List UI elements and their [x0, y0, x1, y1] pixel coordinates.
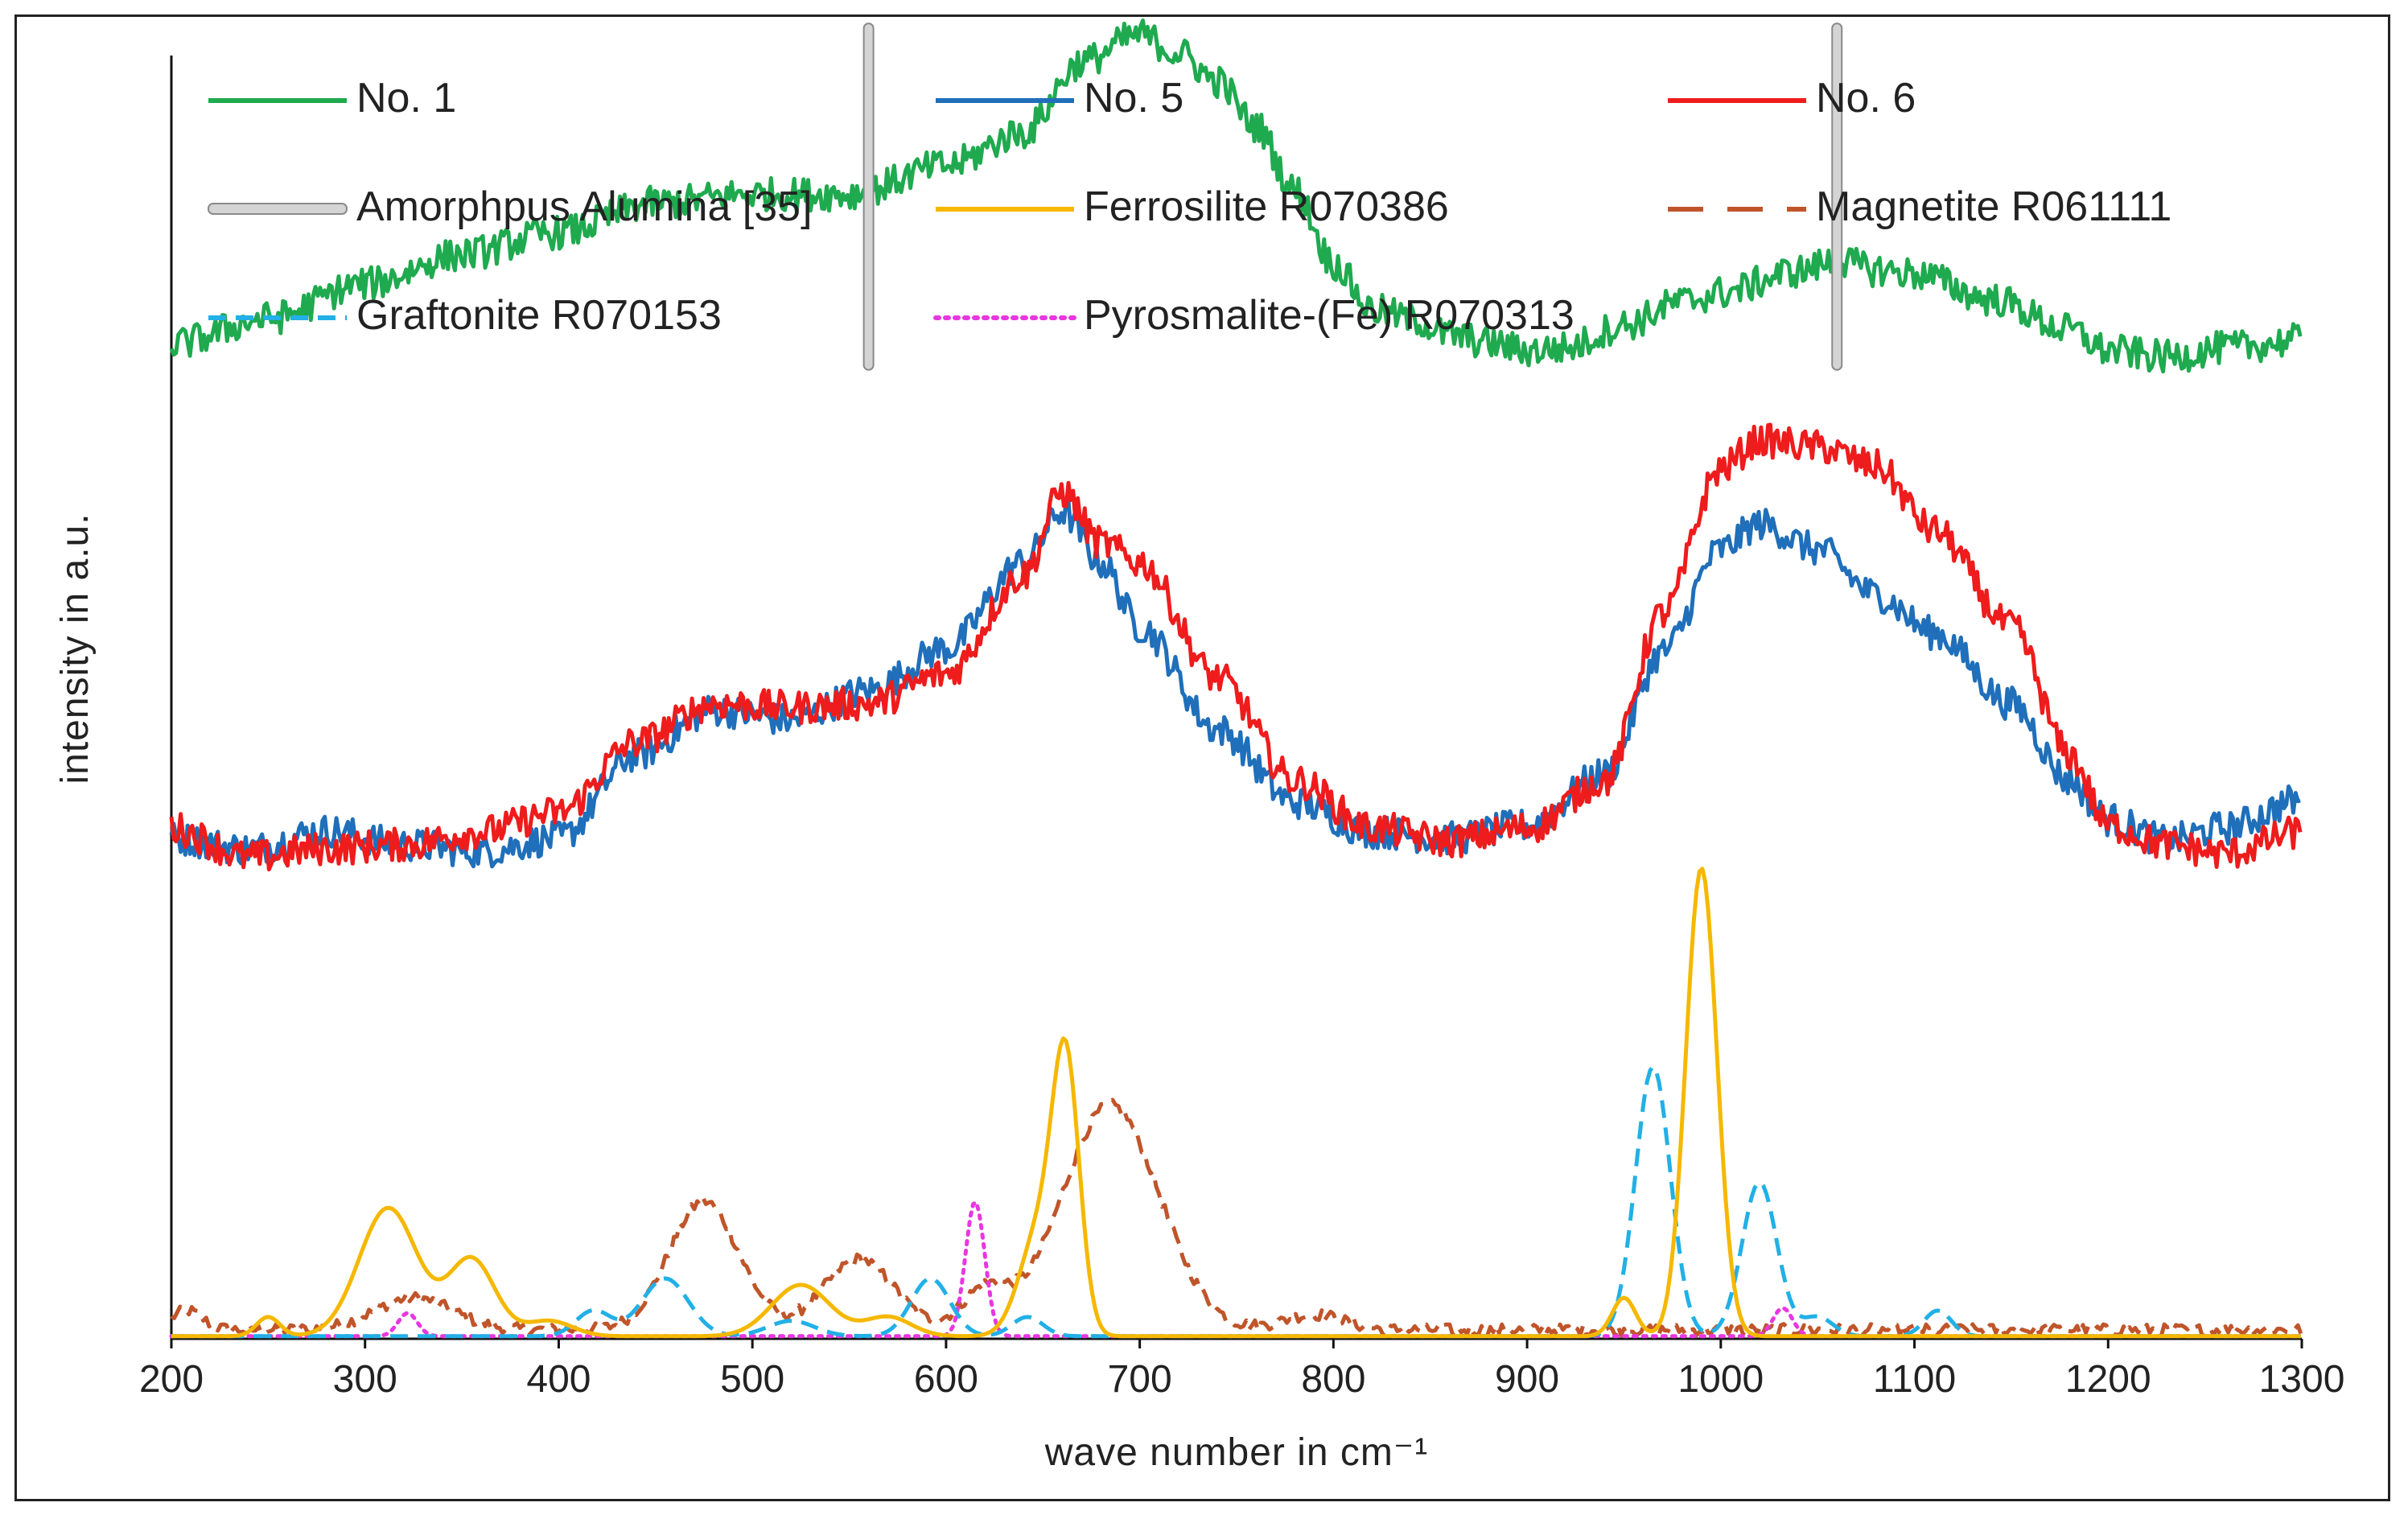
series-no-1	[169, 19, 2303, 374]
legend-item: Graftonite R070153	[208, 292, 722, 339]
series-graftonite-r070153	[171, 1064, 2301, 1339]
legend-item: Magnetite R061111	[1668, 183, 2171, 230]
legend-item: No. 1	[208, 75, 456, 121]
y-axis-title: intensity in a.u.	[54, 513, 97, 784]
legend-item: Ferrosilite R070386	[936, 183, 1449, 230]
series-amorphpus-alumina-35-marker	[862, 23, 875, 371]
x-tick-label: 600	[914, 1358, 978, 1401]
legend-item: No. 6	[1668, 75, 1916, 121]
series-no-5	[169, 498, 2301, 869]
series-layer	[169, 19, 2303, 1339]
x-tick-label: 300	[333, 1358, 397, 1401]
legend-label: No. 1	[356, 75, 456, 121]
legend-item: No. 5	[936, 75, 1183, 121]
x-tick-label: 1100	[1873, 1358, 1956, 1401]
x-tick-label: 1200	[2065, 1358, 2151, 1401]
legend-label: No. 6	[1816, 75, 1916, 121]
series-magnetite-r061111	[170, 1097, 2303, 1338]
x-axis-title: wave number in cm⁻¹	[1044, 1431, 1428, 1474]
legend-label: Pyrosmalite-(Fe) R070313	[1084, 292, 1574, 339]
legend-label: Amorphpus Alumina [35]	[356, 183, 813, 230]
x-tick-label: 1000	[1677, 1358, 1764, 1401]
series-ferrosilite-r070386	[171, 867, 2301, 1339]
x-tick-label: 1300	[2259, 1358, 2345, 1401]
legend-item: Amorphpus Alumina [35]	[208, 183, 813, 230]
figure-frame: wave number in cm⁻¹ intensity in a.u. 20…	[14, 14, 2390, 1501]
x-tick-label: 500	[720, 1358, 784, 1401]
series-amorphpus-alumina-35-marker	[1831, 23, 1843, 371]
legend-label: Graftonite R070153	[356, 292, 722, 339]
series-no-6	[169, 422, 2303, 872]
legend-label: Magnetite R061111	[1816, 183, 2171, 230]
x-ticks: 200 300 400 500 600 700 800 900 1000 1100 1200 1300	[139, 1339, 2344, 1401]
legend: No. 1 No. 5 No. 6 Amorphpus Alumina [35] Fer…	[208, 75, 2171, 339]
x-tick-label: 700	[1108, 1358, 1172, 1401]
legend-swatch	[208, 203, 348, 215]
legend-label: No. 5	[1084, 75, 1183, 121]
x-tick-label: 900	[1495, 1358, 1559, 1401]
x-tick-label: 200	[139, 1358, 204, 1401]
x-tick-label: 800	[1301, 1358, 1365, 1401]
x-tick-label: 400	[526, 1358, 591, 1401]
legend-item: Pyrosmalite-(Fe) R070313	[933, 292, 1574, 339]
legend-label: Ferrosilite R070386	[1084, 183, 1449, 230]
series-pyrosmalite-fe-r070313	[169, 1200, 2303, 1339]
raman-spectrum-chart: wave number in cm⁻¹ intensity in a.u. 20…	[54, 19, 2344, 1474]
